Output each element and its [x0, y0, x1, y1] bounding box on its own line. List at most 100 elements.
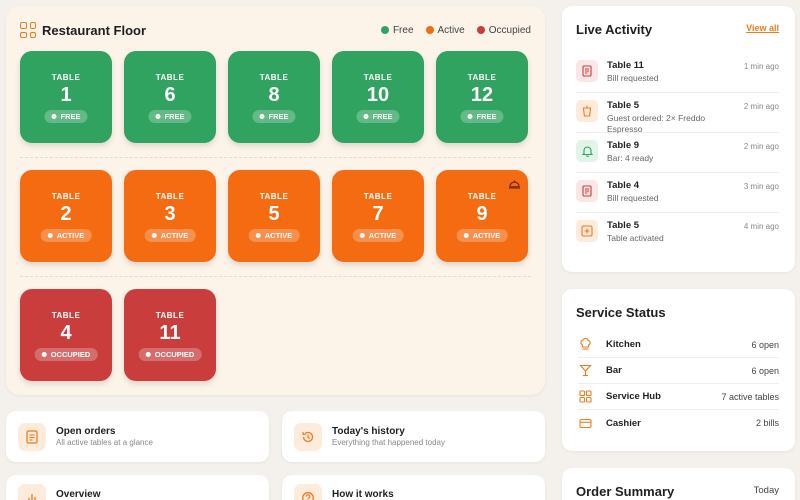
table-label: TABLE [467, 73, 497, 82]
row-divider [20, 157, 531, 158]
table-tile-12[interactable]: TABLE 12 FREE [436, 51, 528, 143]
table-number: 4 [60, 322, 72, 344]
legend-label: Active [437, 24, 465, 36]
table-label: TABLE [363, 73, 393, 82]
link-title: Overview [56, 489, 101, 500]
view-all-link[interactable]: View all [746, 23, 779, 33]
service-value: 6 open [751, 365, 779, 376]
activity-desc: Bar: 4 ready [607, 153, 654, 163]
table-tile-11[interactable]: TABLE 11 OCCUPIED [124, 289, 216, 381]
activity-item[interactable]: Table 5 Table activated 4 min ago [576, 213, 779, 253]
activity-time: 4 min ago [743, 222, 779, 231]
cup-icon [576, 100, 598, 122]
status-badge: FREE [148, 110, 192, 123]
table-tile-8[interactable]: TABLE 8 FREE [228, 51, 320, 143]
table-number: 9 [476, 203, 488, 225]
table-tile-1[interactable]: TABLE 1 FREE [20, 51, 112, 143]
activity-item[interactable]: Table 11 Bill requested 1 min ago [576, 53, 779, 93]
table-tile-2[interactable]: TABLE 2 ACTIVE [20, 170, 112, 262]
status-badge: ACTIVE [456, 229, 508, 242]
link-title: Today's history [332, 426, 405, 437]
activity-time: 2 min ago [743, 142, 779, 151]
status-badge: FREE [44, 110, 88, 123]
status-badge: ACTIVE [40, 229, 92, 242]
activity-title: Table 9 [607, 140, 640, 151]
floor-title: Restaurant Floor [42, 22, 147, 38]
row-divider [20, 276, 531, 277]
activity-item[interactable]: Table 5 Guest ordered: 2× Freddo Espresso… [576, 93, 779, 134]
activity-title: Table 5 [607, 100, 640, 111]
service-row-kitchen[interactable]: Kitchen 6 open [578, 332, 779, 358]
order-summary-title: Order Summary [576, 484, 675, 499]
table-label: TABLE [51, 192, 81, 201]
service-value: 2 bills [755, 418, 779, 428]
table-tile-6[interactable]: TABLE 6 FREE [124, 51, 216, 143]
table-label: TABLE [51, 311, 81, 320]
status-badge: OCCUPIED [34, 348, 98, 361]
activity-time: 1 min ago [743, 62, 779, 71]
service-value: 7 active tables [721, 391, 779, 402]
table-tile-5[interactable]: TABLE 5 ACTIVE [228, 170, 320, 262]
table-number: 12 [470, 84, 494, 106]
todays-history-link[interactable]: Today's history Everything that happened… [282, 411, 545, 462]
activity-desc: Guest ordered: 2× Freddo Espresso [607, 113, 706, 134]
table-row-occupied: TABLE 4 OCCUPIED TABLE 11 OCCUPIED [20, 289, 216, 381]
table-tile-9[interactable]: TABLE 9 ACTIVE [436, 170, 528, 262]
summary-period: Today [753, 485, 779, 496]
activity-time: 3 min ago [743, 182, 779, 191]
table-tile-10[interactable]: TABLE 10 FREE [332, 51, 424, 143]
table-number: 5 [268, 203, 280, 225]
service-name: Service Hub [606, 391, 661, 402]
activity-item[interactable]: Table 4 Bill requested 3 min ago [576, 173, 779, 213]
service-name: Cashier [606, 417, 641, 429]
service-row-hub[interactable]: Service Hub 7 active tables [578, 384, 779, 410]
service-value: 6 open [751, 339, 779, 350]
service-row-bar[interactable]: Bar 6 open [578, 358, 779, 384]
card-icon [578, 416, 592, 430]
live-activity-card: Live Activity View all Table 11 Bill requ… [562, 6, 795, 272]
activity-list: Table 11 Bill requested 1 min ago Table 5… [576, 53, 779, 253]
status-badge: ACTIVE [248, 229, 300, 242]
table-tile-7[interactable]: TABLE 7 ACTIVE [332, 170, 424, 262]
overview-link[interactable]: Overview [6, 475, 269, 500]
legend-free: Free [380, 24, 414, 36]
table-tile-3[interactable]: TABLE 3 ACTIVE [124, 170, 216, 262]
service-name: Kitchen [606, 339, 641, 350]
table-label: TABLE [259, 73, 289, 82]
table-number: 6 [164, 84, 176, 106]
table-tile-4[interactable]: TABLE 4 OCCUPIED [20, 289, 112, 381]
activity-time: 2 min ago [743, 102, 779, 111]
link-title: How it works [332, 489, 394, 500]
legend-label: Occupied [488, 24, 531, 36]
chef-hat-icon [578, 338, 592, 352]
service-list: Kitchen 6 open Bar 6 open Service Hub 7 … [578, 332, 779, 436]
status-badge: FREE [252, 110, 296, 123]
status-badge: ACTIVE [144, 229, 196, 242]
how-it-works-link[interactable]: How it works [282, 475, 545, 500]
activity-item[interactable]: Table 9 Bar: 4 ready 2 min ago [576, 133, 779, 173]
link-subtitle: All active tables at a glance [56, 438, 153, 447]
table-label: TABLE [155, 192, 185, 201]
activity-desc: Bill requested [607, 193, 659, 203]
legend-label: Free [392, 24, 414, 36]
table-label: TABLE [259, 192, 289, 201]
service-row-cashier[interactable]: Cashier 2 bills [578, 410, 779, 436]
service-status-title: Service Status [576, 305, 666, 320]
service-name: Bar [606, 365, 622, 376]
activity-desc: Table activated [607, 233, 664, 243]
receipt-icon [576, 60, 598, 82]
link-subtitle: Everything that happened today [332, 438, 445, 447]
table-label: TABLE [155, 311, 185, 320]
legend-dot [425, 26, 434, 34]
order-summary-card: Order Summary Today [562, 468, 795, 500]
table-number: 8 [268, 84, 280, 106]
link-title: Open orders [56, 426, 116, 437]
floor-header: Restaurant Floor Free Active Occupied [20, 20, 531, 40]
restaurant-floor-panel: Restaurant Floor Free Active Occupied TA… [6, 6, 545, 395]
table-number: 11 [159, 322, 181, 344]
live-activity-title: Live Activity [576, 22, 653, 37]
table-number: 3 [164, 203, 176, 225]
chart-icon [18, 484, 46, 500]
open-orders-link[interactable]: Open orders All active tables at a glanc… [6, 411, 269, 462]
activity-title: Table 11 [607, 60, 644, 71]
